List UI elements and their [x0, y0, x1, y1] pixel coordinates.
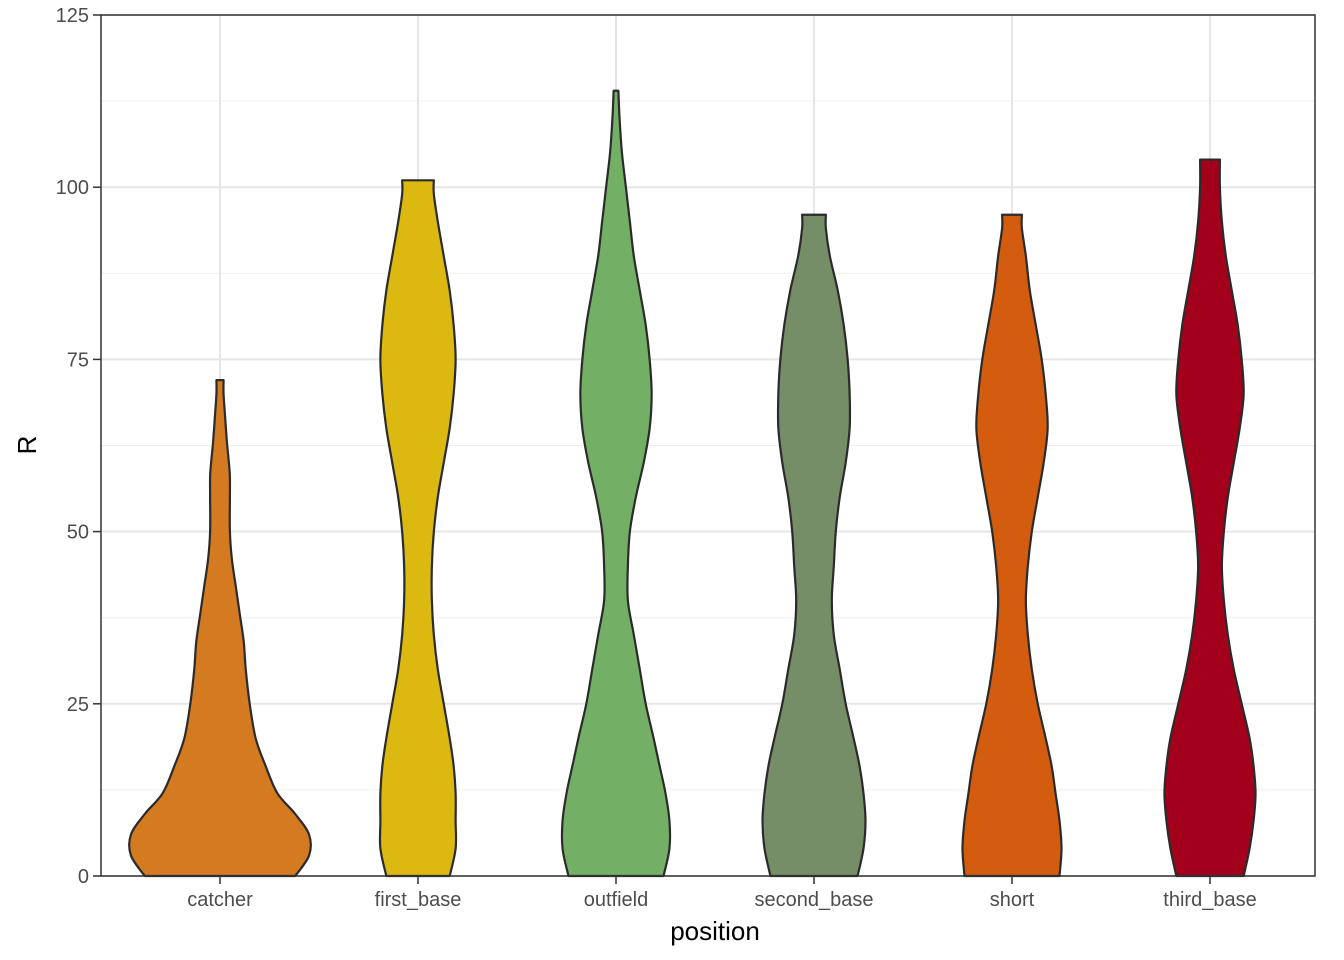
y-tick-label: 75 [67, 349, 89, 371]
y-tick-label: 50 [67, 522, 89, 544]
y-tick-label: 100 [56, 177, 89, 199]
x-tick-label: catcher [187, 889, 253, 911]
violin-second-base [761, 213, 867, 878]
violin-short [961, 213, 1063, 878]
x-axis-title: position [670, 916, 760, 946]
y-tick-label: 25 [67, 694, 89, 716]
x-tick-label: first_base [375, 889, 462, 911]
x-tick-label: short [990, 889, 1035, 911]
violin-first-base [378, 179, 458, 878]
x-tick-label: outfield [584, 889, 649, 911]
panel-border [100, 14, 1316, 877]
violin-catcher [128, 378, 312, 878]
violin-third-base [1163, 158, 1257, 878]
y-tick-label: 125 [56, 5, 89, 27]
minor-gridlines [101, 100, 1315, 791]
y-tick-label: 0 [78, 866, 89, 888]
x-tick-label: second_base [755, 889, 874, 911]
x-axis: catcher first_base outfield second_base shor… [187, 876, 1257, 911]
violin-outfield [560, 89, 672, 878]
y-axis-title: R [12, 436, 42, 455]
violin-layer [128, 89, 1257, 878]
x-tick-label: third_base [1163, 889, 1256, 911]
y-axis: 0 25 50 75 100 125 [56, 5, 101, 888]
